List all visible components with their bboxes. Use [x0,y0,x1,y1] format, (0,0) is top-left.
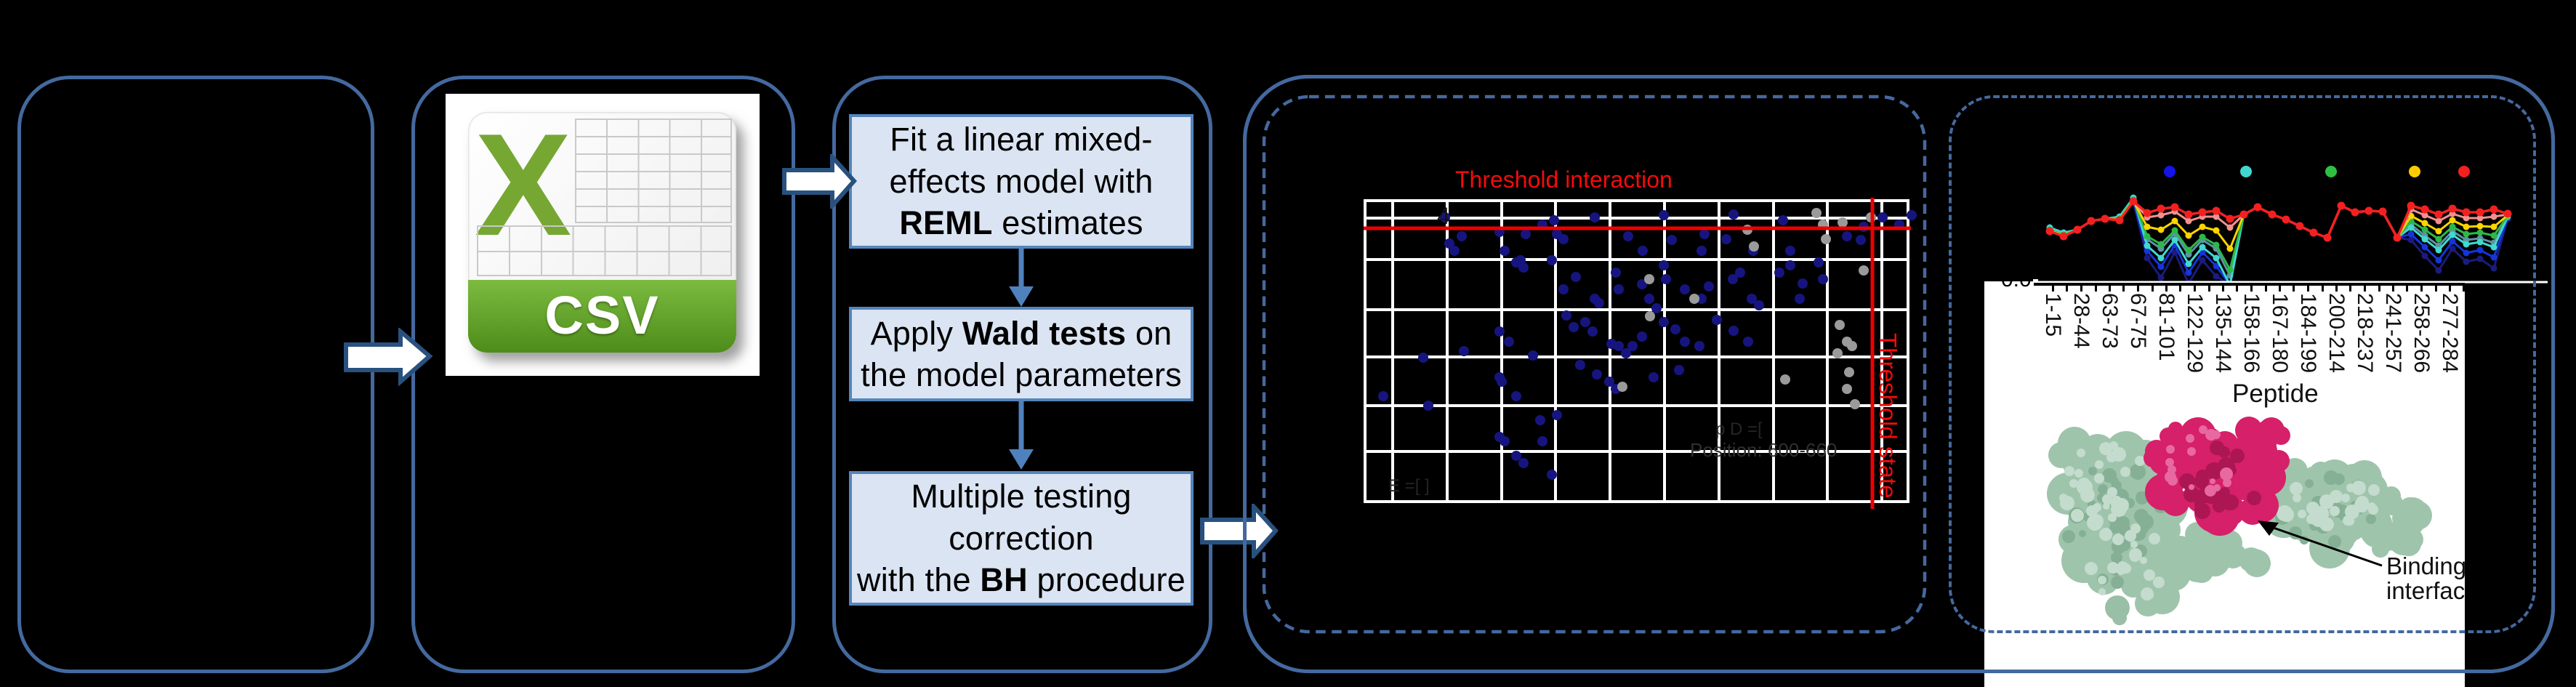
svg-text:Position: 600-660: Position: 600-660 [1690,439,1837,461]
svg-text:E =[ ]: E =[ ] [1388,476,1430,496]
svg-text:p D =[: p D =[ [1715,419,1763,439]
svg-text:4: 4 [1437,203,1450,229]
